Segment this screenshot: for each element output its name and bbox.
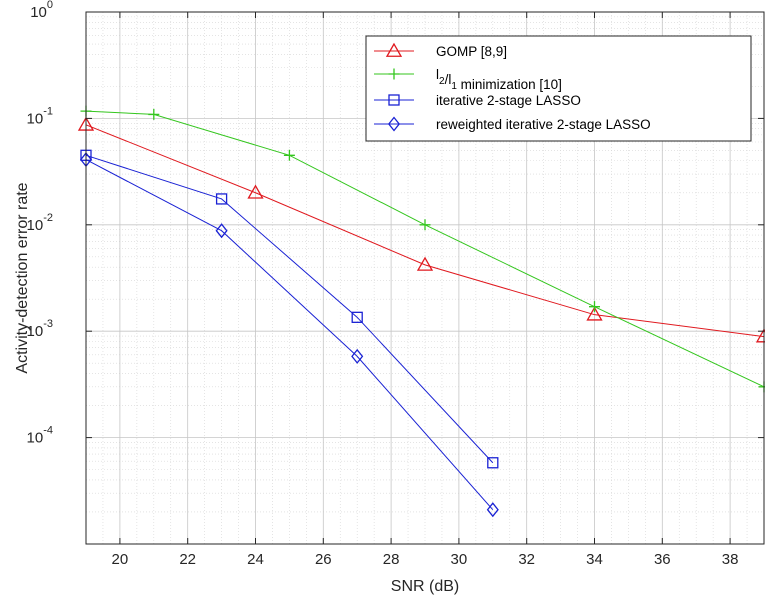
- x-tick-label: 24: [247, 551, 264, 568]
- legend-box: [365, 35, 752, 142]
- y-tick-label: 10-4: [27, 425, 53, 447]
- series-triangle: [77, 116, 765, 343]
- data-point-triangle: [247, 184, 264, 199]
- x-axis-label: SNR (dB): [391, 578, 459, 595]
- x-tick-label: 32: [518, 551, 535, 568]
- series-line: [85, 154, 494, 464]
- y-tick-label: 10-1: [27, 105, 53, 127]
- data-point-diamond: [486, 502, 499, 518]
- legend-marker-diamond: [387, 116, 401, 132]
- series-line: [85, 110, 765, 388]
- y-tick-label: 100: [30, 0, 53, 21]
- legend-label: reweighted iterative 2-stage LASSO: [436, 117, 651, 132]
- x-tick-label: 30: [451, 551, 468, 568]
- legend-label: iterative 2-stage LASSO: [436, 93, 581, 108]
- x-tick-label: 38: [722, 551, 739, 568]
- x-axis-ticks: 20 22 24 26 28 30 32 34 36 38: [112, 12, 739, 568]
- x-tick-label: 34: [586, 551, 603, 568]
- x-tick-label: 28: [383, 551, 400, 568]
- data-point-plus: [283, 149, 295, 161]
- plot-frame: [85, 11, 765, 545]
- legend: GOMP [8,9] l2/l1 minimization [10]iterati…: [365, 35, 752, 142]
- series-line: [85, 159, 494, 511]
- x-tick-label: 26: [315, 551, 332, 568]
- series-line: [85, 124, 765, 338]
- data-point-triangle: [416, 256, 434, 271]
- legend-label: l2/l1 minimization [10]: [436, 67, 562, 92]
- data-point-plus: [148, 108, 160, 120]
- x-tick-label: 36: [654, 551, 671, 568]
- data-point-diamond: [215, 223, 228, 239]
- series-layer: [77, 105, 765, 518]
- data-point-plus: [589, 301, 600, 313]
- data-point-diamond: [351, 348, 364, 364]
- legend-label: GOMP [8,9]: [436, 44, 507, 59]
- series-plus: [80, 105, 765, 393]
- y-axis-label: Activity-detection error rate: [14, 182, 31, 373]
- data-point-plus: [419, 219, 431, 231]
- data-point-square: [351, 311, 363, 323]
- series-diamond: [79, 152, 499, 518]
- data-point-triangle: [586, 306, 603, 321]
- data-point-square: [215, 193, 228, 205]
- data-point-square: [487, 457, 499, 469]
- legend-marker-square: [388, 94, 400, 106]
- legend-marker-triangle: [385, 42, 403, 57]
- x-tick-label: 20: [112, 551, 129, 568]
- x-tick-label: 22: [179, 551, 196, 568]
- legend-marker-plus: [388, 68, 400, 80]
